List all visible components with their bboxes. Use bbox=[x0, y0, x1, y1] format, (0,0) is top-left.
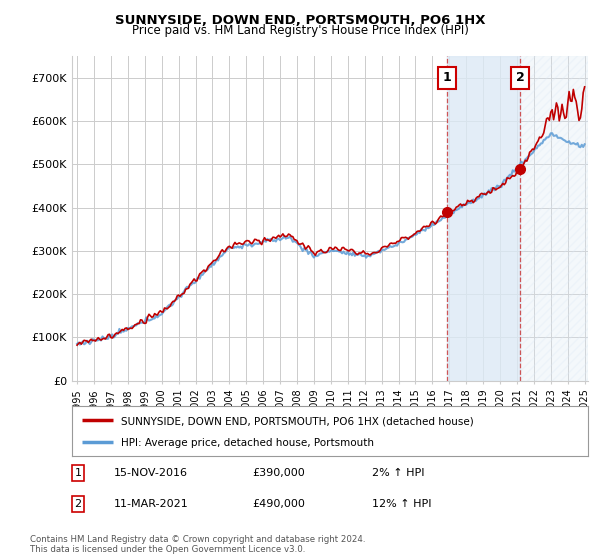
Text: 1: 1 bbox=[443, 71, 452, 84]
Text: 12% ↑ HPI: 12% ↑ HPI bbox=[372, 499, 431, 509]
Text: 15-NOV-2016: 15-NOV-2016 bbox=[114, 468, 188, 478]
Text: 2: 2 bbox=[516, 71, 524, 84]
Bar bbox=[520, 56, 588, 381]
Text: SUNNYSIDE, DOWN END, PORTSMOUTH, PO6 1HX: SUNNYSIDE, DOWN END, PORTSMOUTH, PO6 1HX bbox=[115, 14, 485, 27]
Text: 2% ↑ HPI: 2% ↑ HPI bbox=[372, 468, 425, 478]
Text: £490,000: £490,000 bbox=[252, 499, 305, 509]
Text: 11-MAR-2021: 11-MAR-2021 bbox=[114, 499, 189, 509]
Text: HPI: Average price, detached house, Portsmouth: HPI: Average price, detached house, Port… bbox=[121, 438, 374, 449]
Text: 1: 1 bbox=[74, 468, 82, 478]
Text: SUNNYSIDE, DOWN END, PORTSMOUTH, PO6 1HX (detached house): SUNNYSIDE, DOWN END, PORTSMOUTH, PO6 1HX… bbox=[121, 416, 474, 426]
Text: £390,000: £390,000 bbox=[252, 468, 305, 478]
Text: Contains HM Land Registry data © Crown copyright and database right 2024.: Contains HM Land Registry data © Crown c… bbox=[30, 535, 365, 544]
Text: This data is licensed under the Open Government Licence v3.0.: This data is licensed under the Open Gov… bbox=[30, 545, 305, 554]
Text: Price paid vs. HM Land Registry's House Price Index (HPI): Price paid vs. HM Land Registry's House … bbox=[131, 24, 469, 36]
Text: 2: 2 bbox=[74, 499, 82, 509]
Bar bbox=[447, 56, 520, 381]
